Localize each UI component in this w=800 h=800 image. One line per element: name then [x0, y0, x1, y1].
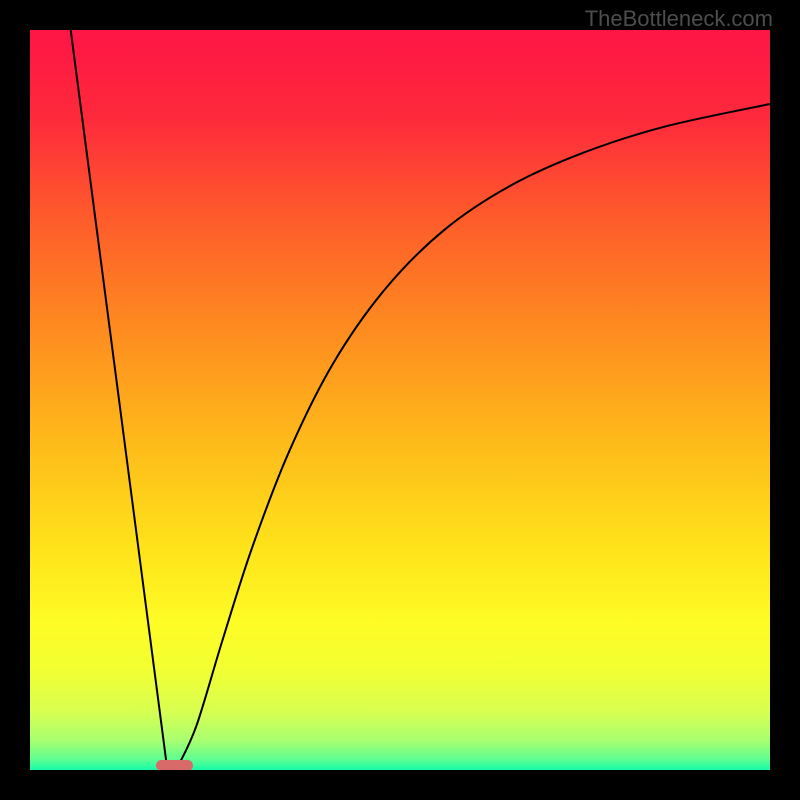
chart-container: TheBottleneck.com	[0, 0, 800, 800]
left-line	[71, 30, 167, 766]
bottleneck-curves	[30, 30, 770, 770]
minimum-marker	[156, 760, 193, 770]
plot-area	[30, 30, 770, 770]
right-curve	[178, 104, 770, 766]
watermark-text: TheBottleneck.com	[585, 6, 773, 32]
